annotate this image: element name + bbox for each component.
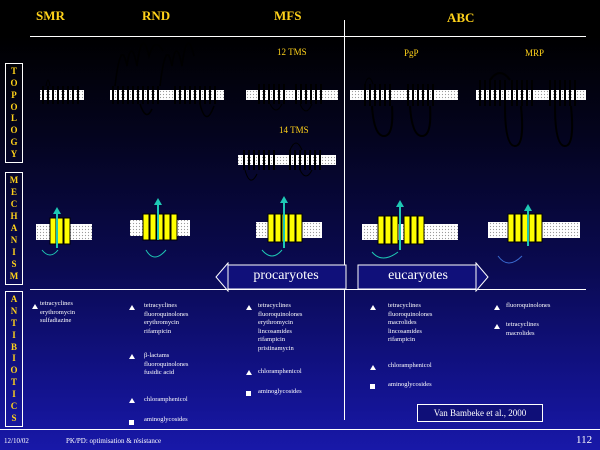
side-letter: C: [10, 401, 18, 412]
page-number: 112: [576, 434, 593, 446]
side-letter: M: [9, 271, 19, 281]
pgp-drug-group-3: aminoglycosides: [388, 381, 432, 388]
header-mfs: MFS: [274, 8, 302, 23]
mfs-drug-group-2: chloramphenicol: [258, 368, 302, 375]
label-12-tms: 12 TMS: [277, 47, 307, 57]
mrp-mechanism: [488, 204, 580, 264]
procaryotes-label: procaryotes: [253, 268, 319, 283]
rnd-mechanism: [130, 198, 190, 258]
triangle-bullet-icon: [32, 304, 38, 309]
side-letter: I: [12, 329, 16, 340]
side-letter: B: [10, 341, 17, 352]
pgp-drug-group-1: tetracyclines fluoroquinolones macrolide…: [388, 302, 433, 343]
side-letter: O: [10, 125, 18, 136]
side-letter: O: [10, 77, 18, 88]
side-letter: I: [12, 247, 16, 257]
footer-date: 12/10/02: [4, 437, 29, 445]
side-letter: A: [10, 293, 18, 304]
label-pgp: PgP: [404, 48, 419, 58]
side-letter: S: [11, 259, 17, 269]
mfs-drug-group-1: tetracyclines fluoroquinolones erythromy…: [258, 302, 303, 352]
header-divider: [30, 36, 586, 37]
mrp-topology: [476, 72, 586, 148]
side-letter: S: [11, 412, 17, 423]
procaryote-eucaryote-divider: [344, 20, 345, 420]
side-letter: G: [10, 137, 18, 148]
side-letter: T: [10, 377, 17, 388]
eucaryotes-label: eucaryotes: [388, 268, 448, 283]
triangle-bullet-icon: [129, 398, 135, 403]
eucaryotes-arrow: [357, 262, 489, 292]
side-letter: T: [10, 317, 17, 328]
side-letter: N: [10, 235, 18, 245]
header-abc: ABC: [447, 10, 475, 25]
header-smr: SMR: [36, 8, 65, 23]
reference-box: Van Bambeke et al., 2000: [417, 404, 543, 422]
side-letter: M: [9, 175, 19, 185]
rnd-drug-group-3: chloramphenicol: [144, 396, 188, 403]
side-letter: H: [10, 211, 18, 221]
triangle-bullet-icon: [129, 305, 135, 310]
pgp-topology: [350, 77, 458, 138]
mfs-14tms-topology: [238, 142, 336, 181]
label-mrp: MRP: [525, 48, 545, 58]
side-letter: C: [10, 199, 18, 209]
side-letter: L: [10, 113, 17, 124]
side-letter: O: [10, 101, 18, 112]
side-letter: N: [10, 305, 18, 316]
rnd-drug-group-4: aminoglycosides: [144, 416, 188, 423]
smr-topology: [40, 79, 84, 104]
smr-mechanism: [36, 207, 92, 256]
rnd-topology: [110, 42, 224, 118]
triangle-bullet-icon: [370, 305, 376, 310]
square-bullet-icon: [129, 420, 134, 425]
mfs-mechanism: [256, 196, 322, 257]
mfs-drug-group-3: aminoglycosides: [258, 388, 302, 395]
rnd-drug-group-2: β-lactams fluoroquinolones fusidic acid: [144, 352, 189, 376]
footer-divider: [0, 429, 600, 430]
topology-diagrams: [36, 42, 586, 264]
side-letter: I: [12, 353, 16, 364]
side-letter: I: [12, 389, 16, 400]
label-14-tms: 14 TMS: [279, 125, 309, 135]
mrp-drug-group-2: tetracyclines macrolides: [506, 321, 539, 337]
pgp-mechanism: [362, 200, 458, 259]
side-letter: O: [10, 365, 18, 376]
square-bullet-icon: [246, 391, 251, 396]
footer-title: PK/PD: optimisation & résistance: [66, 437, 162, 445]
triangle-bullet-icon: [370, 365, 376, 370]
square-bullet-icon: [370, 384, 375, 389]
triangle-bullet-icon: [246, 370, 252, 375]
procaryotes-arrow: [215, 262, 347, 292]
pgp-drug-group-2: chloramphenicol: [388, 362, 432, 369]
mfs-12tms-topology: [246, 84, 338, 112]
triangle-bullet-icon: [246, 305, 252, 310]
side-letter: T: [10, 65, 17, 76]
rnd-drug-group-1: tetracyclines fluoroquinolones erythromy…: [144, 302, 189, 335]
header-rnd: RND: [142, 8, 171, 23]
smr-drug-group-1: tetracyclines erythromycin sulfadiazine: [40, 300, 76, 324]
side-letter: E: [10, 187, 17, 197]
triangle-bullet-icon: [494, 324, 500, 329]
side-letter: A: [10, 223, 18, 233]
triangle-bullet-icon: [494, 305, 500, 310]
side-letter: P: [11, 89, 17, 100]
triangle-bullet-icon: [129, 354, 135, 359]
side-letter: Y: [10, 149, 18, 159]
mrp-drug-group-1: fluoroquinolones: [506, 302, 551, 309]
